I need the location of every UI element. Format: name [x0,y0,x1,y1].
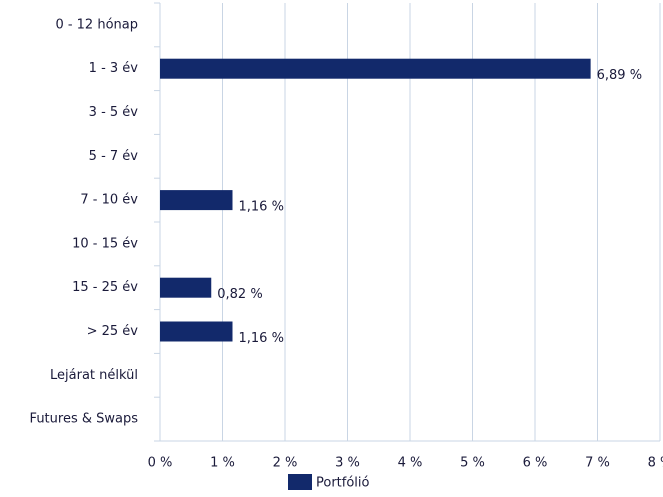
value-label: 1,16 % [239,200,284,215]
x-tick-label: 0 % [148,456,173,471]
y-tick-label: > 25 év [87,324,139,339]
x-tick-label: 1 % [210,456,235,471]
y-tick-label: 5 - 7 év [89,149,139,164]
bar [160,190,233,211]
bar [160,58,591,79]
x-tick-label: 6 % [523,456,548,471]
y-tick-label: 3 - 5 év [89,105,139,120]
x-tick-label: 2 % [273,456,298,471]
value-label: 1,16 % [239,331,284,346]
x-tick-label: 4 % [398,456,423,471]
x-tick-label: 5 % [460,456,485,471]
bar [160,321,233,342]
x-tick-label: 8 % [648,456,663,471]
legend-label: Portfólió [316,476,370,491]
value-label: 0,82 % [217,287,262,302]
legend-swatch [288,474,312,490]
x-tick-label: 7 % [585,456,610,471]
y-tick-label: Lejárat nélkül [50,368,138,383]
x-tick-label: 3 % [335,456,360,471]
bar [160,277,212,298]
y-tick-label: 1 - 3 év [89,61,139,76]
y-tick-label: 10 - 15 év [72,236,138,251]
y-tick-label: 0 - 12 hónap [55,17,138,32]
y-tick-label: Futures & Swaps [30,412,139,427]
value-label: 6,89 % [597,68,642,83]
y-tick-label: 15 - 25 év [72,280,138,295]
y-tick-label: 7 - 10 év [80,193,138,208]
